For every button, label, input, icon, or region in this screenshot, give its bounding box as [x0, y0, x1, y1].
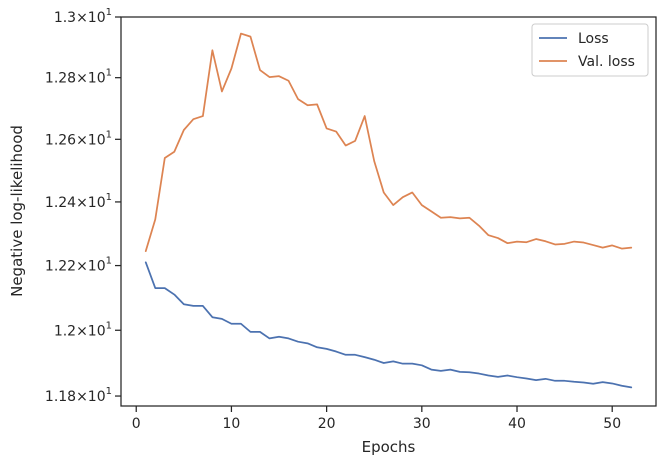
series-line-val-loss: [144, 32, 633, 253]
y-tick-label: 1.28×101: [45, 68, 112, 87]
x-tick-label: 10: [223, 416, 241, 432]
y-tick-label: 1.18×101: [45, 386, 112, 405]
x-axis-label: Epochs: [362, 438, 416, 456]
legend-label: Val. loss: [578, 54, 635, 70]
plot-area: [121, 17, 656, 406]
legend: Loss Val. loss: [531, 23, 649, 77]
x-tick-label: 30: [413, 416, 431, 432]
legend-box: [531, 23, 649, 77]
y-tick-label: 1.3×101: [54, 7, 112, 26]
x-tick-label: 0: [132, 416, 141, 432]
x-tick-label: 40: [508, 416, 526, 432]
plot-frame: [120, 16, 657, 407]
x-tick-label: 50: [603, 416, 621, 432]
series-line-loss: [144, 261, 633, 389]
legend-label: Loss: [578, 31, 609, 47]
axes-layer: 0 10 20 30 40 50 1.18×101 1.2×101 1.22×101 1.24×1…: [45, 7, 621, 432]
y-tick-label: 1.2×101: [54, 320, 112, 339]
y-axis-label: Negative log-likelihood: [8, 125, 26, 297]
series-layer: [144, 32, 633, 389]
y-tick-label: 1.22×101: [45, 256, 112, 275]
y-tick-label: 1.24×101: [45, 192, 112, 211]
y-tick-label: 1.26×101: [45, 129, 112, 148]
x-tick-label: 20: [318, 416, 336, 432]
